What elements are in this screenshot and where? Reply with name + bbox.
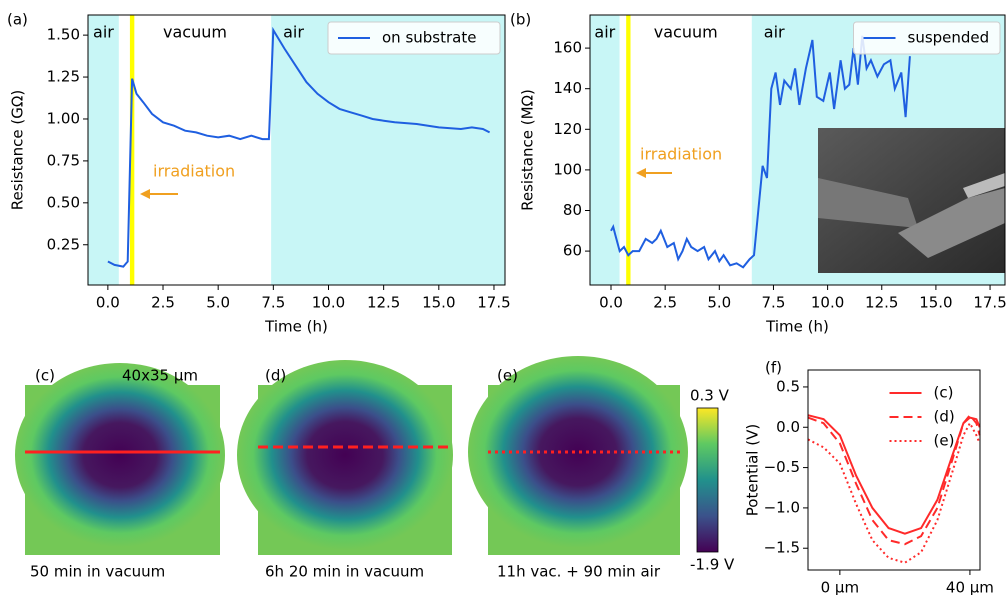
annotation: irradiation [640,145,722,164]
series-line [807,421,981,564]
region [626,15,631,285]
map-image [237,360,453,550]
colorbar-max: 0.3 V [690,387,730,405]
x-tick-label: 17.5 [477,294,510,312]
y-tick-label: 1.25 [47,68,80,86]
y-tick-label: 80 [563,201,582,219]
map-label: (d) [265,367,286,385]
map-caption: 11h vac. + 90 min air [497,563,661,581]
x-tick-label: 2.5 [653,294,677,312]
x-axis-label: Time (h) [765,318,829,336]
legend-label: (c) [934,384,954,402]
y-tick-label: −0.5 [764,458,800,476]
map-caption: 50 min in vacuum [30,563,165,581]
map-image [468,356,688,548]
region [118,15,272,285]
map-scale: 40x35 μm [122,367,198,385]
x-tick-label: 7.5 [261,294,285,312]
series-line [807,413,981,546]
y-tick-label: −1.0 [764,498,800,516]
inset-slab [963,173,1005,198]
legend-label: on substrate [382,29,476,47]
x-tick-label: 17.5 [973,294,1006,312]
y-tick-label: 0.75 [47,151,80,169]
x-tick-label: 12.5 [865,294,898,312]
y-axis-label: Resistance (MΩ) [519,89,537,211]
region [590,15,620,285]
region-label: air [93,23,114,42]
y-tick-label: −1.5 [764,539,800,557]
axes-frame [87,14,506,286]
legend-label: suspended [908,29,990,47]
region-label: air [283,23,304,42]
x-tick-label: 0.0 [599,294,623,312]
panel: air vacuum air 0.0 2.5 5.0 7.5 10.0 12.5 15.0 17.5… [7,11,511,336]
map-image [15,363,225,547]
legend-label: (e) [934,432,955,450]
series-line [807,414,981,535]
legend-label: (d) [934,408,955,426]
map-label: (c) [35,367,55,385]
y-tick-label: 160 [553,39,582,57]
inset-slab [818,178,918,228]
y-tick-label: 1.00 [47,109,80,127]
annotation-arrowhead [140,189,150,199]
series-line [107,26,491,268]
map-caption: 6h 20 min in vacuum [265,563,424,581]
series-line [610,35,911,269]
x-tick-label: 0 μm [821,579,859,595]
y-axis-label: Resistance (GΩ) [9,90,27,210]
x-tick-label: 10.0 [811,294,844,312]
x-tick-label: 5.0 [206,294,230,312]
y-tick-label: 140 [553,79,582,97]
panel-label: (a) [7,11,28,29]
x-tick-label: 2.5 [151,294,175,312]
region-label: vacuum [163,23,227,42]
region [271,15,505,285]
region-label: air [764,23,785,42]
y-tick-label: 0.0 [776,418,800,436]
legend-box [853,21,1001,55]
region-label: air [594,23,615,42]
colorbar [696,407,719,553]
y-tick-label: 0.25 [47,235,80,253]
y-tick-label: 0.5 [776,377,800,395]
axes-frame [589,14,1006,286]
x-tick-label: 15.0 [919,294,952,312]
x-tick-label: 0.0 [96,294,120,312]
panel-label: (b) [510,11,531,29]
x-tick-label: 5.0 [707,294,731,312]
y-tick-label: 100 [553,160,582,178]
legend-box [327,21,501,55]
y-tick-label: 0.50 [47,193,80,211]
axes-frame [807,369,981,571]
x-tick-label: 40 μm [946,579,994,595]
x-tick-label: 15.0 [422,294,455,312]
inset-slab [898,188,1005,258]
region [88,15,119,285]
panel-label: (f) [765,359,782,377]
y-tick-label: 120 [553,120,582,138]
y-axis-label: Potential (V) [744,424,762,516]
map-label: (e) [497,367,518,385]
colorbar-min: -1.9 V [690,556,735,574]
annotation: irradiation [153,162,235,181]
x-tick-label: 12.5 [367,294,400,312]
panel: air vacuum air 0.0 2.5 5.0 7.5 10.0 12.5 15.0 17.5… [510,11,1007,336]
x-tick-label: 10.0 [312,294,345,312]
annotation-arrowhead [636,168,646,178]
region-label: vacuum [654,23,718,42]
y-tick-label: 60 [563,242,582,260]
x-tick-label: 7.5 [762,294,786,312]
panel: 0 μm 40 μm 0.5 0.0 −0.5 −1.0 −1.5 Potential (V)… [744,359,994,595]
y-tick-label: 1.50 [47,26,80,44]
x-axis-label: Time (h) [264,318,328,336]
maps: 0.3 V -1.9 V (c) 40x35 μm 50 min in vacu… [15,356,735,581]
region [129,15,135,285]
